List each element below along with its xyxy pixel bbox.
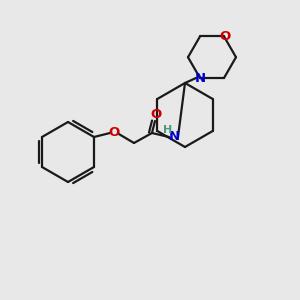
Text: H: H [164,125,172,135]
Text: O: O [108,127,120,140]
Text: O: O [219,30,231,43]
Text: N: N [168,130,179,143]
Text: O: O [150,109,162,122]
Text: N: N [194,71,206,85]
